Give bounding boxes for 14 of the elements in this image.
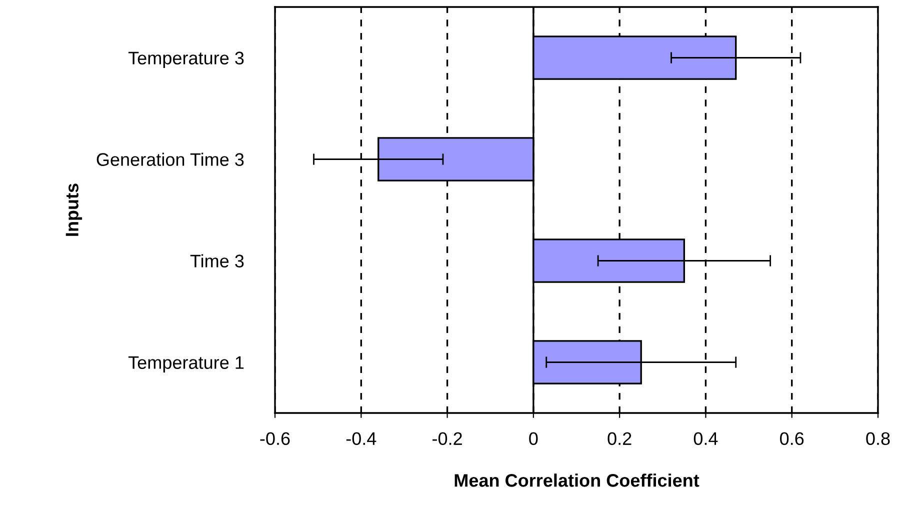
y-tick-label: Time 3 (190, 254, 244, 268)
y-tick-label: Generation Time 3 (96, 152, 244, 166)
x-tick-label: -0.6 (260, 432, 290, 446)
x-axis-title: Mean Correlation Coefficient (454, 474, 700, 487)
x-tick-label: -0.4 (346, 432, 376, 446)
x-tick-label: 0.8 (866, 432, 890, 446)
x-tick-label: 0 (529, 432, 538, 446)
y-tick-label: Temperature 1 (128, 356, 244, 373)
y-axis-title: Inputs (66, 184, 82, 236)
x-tick-label: 0.6 (780, 432, 804, 446)
y-tick-label: Temperature 3 (128, 52, 244, 68)
x-tick-label: -0.2 (432, 432, 462, 446)
x-tick-label: 0.4 (694, 432, 718, 446)
x-tick-label: 0.2 (608, 432, 632, 446)
